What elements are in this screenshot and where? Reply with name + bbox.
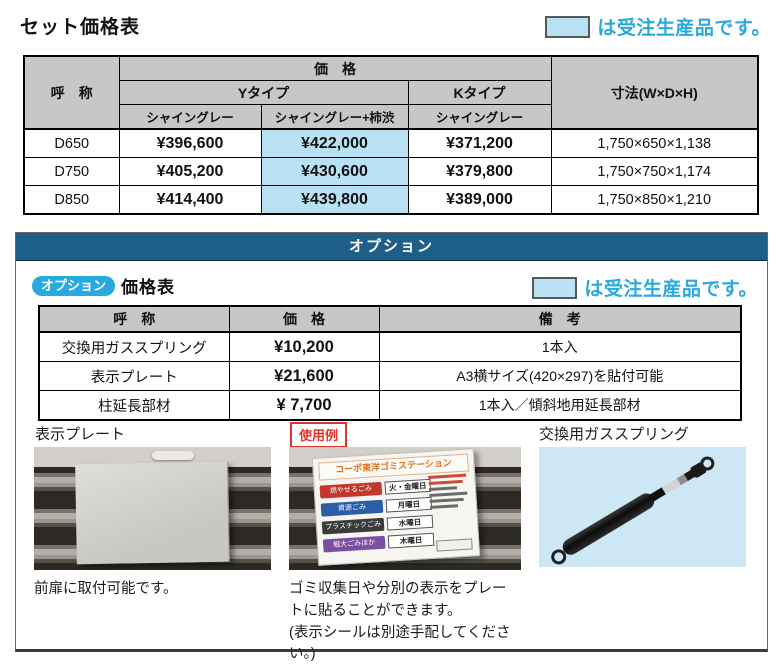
figure-example-photo: コーポ東洋ゴミステーション 燃やせるごみ 火・金曜日 資源ごみ 月曜日 プラスチ… xyxy=(289,447,521,570)
table-row: 交換用ガススプリング ¥10,200 1本入 xyxy=(38,331,742,362)
option-section: オプション オプション 価格表 は受注生産品です。 呼 称 価 格 備 考 交換… xyxy=(15,232,768,662)
remarks-cell: 1本入 xyxy=(378,331,742,362)
legend-color-swatch xyxy=(532,276,578,299)
col-header-price: 価 格 xyxy=(228,305,380,333)
item-cell: 柱延長部材 xyxy=(38,390,230,421)
price-cell: ¥379,800 xyxy=(407,157,552,186)
model-cell: D650 xyxy=(23,128,120,158)
price-cell-highlight: ¥21,600 xyxy=(228,361,380,391)
price-cell-highlight: ¥10,200 xyxy=(228,331,380,362)
made-to-order-legend: は受注生産品です。 xyxy=(545,13,771,40)
table-row: 表示プレート ¥21,600 A3横サイズ(420×297)を貼付可能 xyxy=(38,361,742,391)
sign-day-label: 水曜日 xyxy=(386,514,434,531)
remarks-cell: A3横サイズ(420×297)を貼付可能 xyxy=(378,361,742,391)
sign-day-label: 火・金曜日 xyxy=(384,478,432,495)
garbage-station-sign: コーポ東洋ゴミステーション 燃やせるごみ 火・金曜日 資源ごみ 月曜日 プラスチ… xyxy=(311,448,481,566)
option-badge: オプション xyxy=(32,275,116,296)
price-cell-highlight: ¥422,000 xyxy=(260,128,409,158)
item-cell: 交換用ガススプリング xyxy=(38,331,230,362)
figure-plate-label: 表示プレート xyxy=(35,426,126,443)
header-row-1: 呼 称 価 格 寸法(W×D×H) xyxy=(23,55,759,130)
caption-line: (表示シールは別途手配してください。) xyxy=(289,624,511,663)
col-header-color-y2: シャイングレー+柿渋 xyxy=(260,104,409,130)
option-price-heading: オプション 価格表 xyxy=(32,273,175,298)
col-header-name: 呼 称 xyxy=(38,305,230,333)
display-plate xyxy=(75,461,230,565)
header-row-3: シャイングレー シャイングレー+柿渋 シャイングレー xyxy=(24,104,758,130)
spring-rod xyxy=(649,468,698,502)
price-cell: ¥405,200 xyxy=(118,157,262,186)
remarks-cell: 1本入／傾斜地用延長部材 xyxy=(378,390,742,421)
set-price-table: 呼 称 価 格 寸法(W×D×H) Yタイプ Kタイプ シャイングレー シャイン… xyxy=(23,55,760,215)
figure-example-caption: ゴミ収集日や分別の表示をプレートに貼ることができます。 (表示シールは別途手配し… xyxy=(289,579,517,666)
legend-color-swatch xyxy=(545,15,591,38)
gas-spring xyxy=(548,453,717,567)
dims-cell: 1,750×850×1,210 xyxy=(550,185,759,215)
figure-plate-caption: 前扉に取付可能です。 xyxy=(34,581,178,597)
price-cell: ¥396,600 xyxy=(118,128,262,158)
col-header-dims: 寸法(W×D×H) xyxy=(550,55,759,130)
col-header-color-k: シャイングレー xyxy=(407,104,552,130)
legend-note: は受注生産品です。 xyxy=(584,279,758,300)
figure-plate-photo xyxy=(34,447,271,570)
option-subtitle: 価格表 xyxy=(121,278,176,297)
usage-example-badge: 使用例 xyxy=(290,422,348,448)
price-cell: ¥414,400 xyxy=(118,185,262,215)
price-cell: ¥371,200 xyxy=(407,128,552,158)
table-row: 柱延長部材 ¥ 7,700 1本入／傾斜地用延長部材 xyxy=(38,390,742,421)
price-cell: ¥389,000 xyxy=(407,185,552,215)
sign-day-label: 月曜日 xyxy=(385,496,433,513)
price-cell-highlight: ¥430,600 xyxy=(260,157,409,186)
option-price-table: 呼 称 価 格 備 考 交換用ガススプリング ¥10,200 1本入 表示プレー… xyxy=(38,305,742,421)
table-row: D750 ¥405,200 ¥430,600 ¥379,800 1,750×75… xyxy=(23,157,759,186)
item-cell: 表示プレート xyxy=(38,361,230,391)
spring-cylinder xyxy=(559,490,658,558)
col-header-price: 価 格 xyxy=(118,55,552,81)
col-header-type-y: Yタイプ xyxy=(118,80,409,105)
made-to-order-legend: は受注生産品です。 xyxy=(532,274,758,301)
col-header-type-k: Kタイプ xyxy=(407,80,552,105)
figure-spring-label: 交換用ガススプリング xyxy=(539,426,690,443)
col-header-remarks: 備 考 xyxy=(378,305,742,333)
dims-cell: 1,750×750×1,174 xyxy=(550,157,759,186)
caption-line: ゴミ収集日や分別の表示をプレートに貼ることができます。 xyxy=(289,581,507,619)
option-section-header: オプション xyxy=(16,233,767,261)
sign-category-label: 粗大ごみほか xyxy=(322,535,386,553)
model-cell: D750 xyxy=(23,157,120,186)
bin-handle xyxy=(152,451,194,460)
sign-category-label: 燃やせるごみ xyxy=(319,481,383,499)
sign-small-print xyxy=(428,473,470,512)
figure-spring-photo xyxy=(539,447,746,567)
sign-stamp xyxy=(436,538,473,552)
sign-category-label: 資源ごみ xyxy=(320,499,384,517)
page-title: セット価格表 xyxy=(20,17,141,38)
price-cell: ¥ 7,700 xyxy=(228,390,380,421)
table-row: D650 ¥396,600 ¥422,000 ¥371,200 1,750×65… xyxy=(23,128,759,158)
sign-day-label: 木曜日 xyxy=(387,532,435,549)
legend-note: は受注生産品です。 xyxy=(597,18,771,39)
table-row: D850 ¥414,400 ¥439,800 ¥389,000 1,750×85… xyxy=(23,185,759,215)
dims-cell: 1,750×650×1,138 xyxy=(550,128,759,158)
col-header-name: 呼 称 xyxy=(23,55,120,130)
header-row: 呼 称 価 格 備 考 xyxy=(38,305,742,333)
sign-category-label: プラスチックごみ xyxy=(321,517,385,535)
col-header-color-y1: シャイングレー xyxy=(118,104,262,130)
price-cell-highlight: ¥439,800 xyxy=(260,185,409,215)
header-row-2: Yタイプ Kタイプ xyxy=(24,80,758,105)
model-cell: D850 xyxy=(23,185,120,215)
